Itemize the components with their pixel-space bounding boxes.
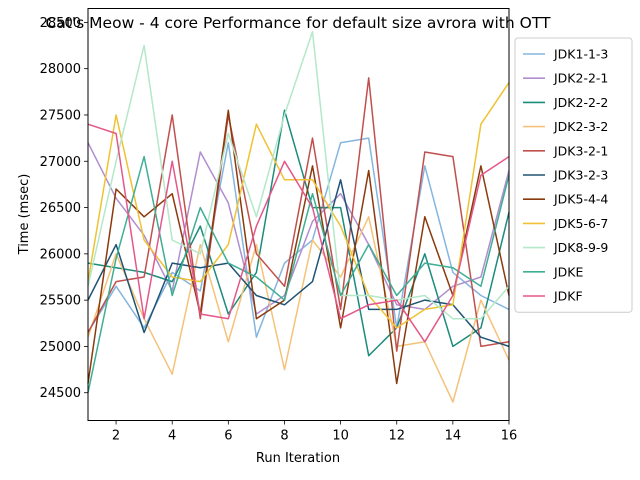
x-tick-label: 4 <box>168 429 176 444</box>
legend-label: JDK2-2-1 <box>553 71 608 86</box>
legend-label: JDKE <box>553 264 584 279</box>
legend-label: JDK5-4-4 <box>553 192 608 207</box>
legend-label: JDK3-2-3 <box>553 168 608 183</box>
x-tick-label: 6 <box>224 429 232 444</box>
x-tick-label: 12 <box>388 429 405 444</box>
series-line-JDK3-2-3 <box>87 179 510 348</box>
legend-box <box>514 37 633 313</box>
plot-frame <box>87 8 510 421</box>
series-line-JDK5-4-4 <box>87 109 510 385</box>
y-tick-label: 26000 <box>40 247 81 262</box>
y-axis-label: Time (msec) <box>17 174 32 256</box>
x-axis: 2 4 6 8 10 12 14 16 <box>112 420 518 444</box>
series-line-JDK1-1-3 <box>87 137 510 338</box>
series-line-JDK8-9-9 <box>87 30 510 320</box>
y-tick-label: 25000 <box>40 340 81 355</box>
y-tick-label: 26500 <box>40 201 81 216</box>
legend-label: JDK5-6-7 <box>553 216 608 231</box>
legend-label: JDK8-9-9 <box>553 240 608 255</box>
legend-label: JDK1-1-3 <box>553 47 608 62</box>
legend-label: JDK2-3-2 <box>553 119 608 134</box>
y-tick-label: 25500 <box>40 294 81 309</box>
legend-label: JDK3-2-1 <box>553 143 608 158</box>
chart-title: Cat's Meow - 4 core Performance for defa… <box>46 14 551 32</box>
series-line-JDK5-6-7 <box>87 82 510 329</box>
series-line-JDK2-3-2 <box>87 216 510 403</box>
plot-lines <box>87 30 510 403</box>
legend: JDK1-1-3 JDK2-2-1 JDK2-2-2 JDK2-3-2 JDK3-2-1… <box>514 37 633 313</box>
x-tick-label: 8 <box>280 429 288 444</box>
x-tick-label: 2 <box>112 429 120 444</box>
legend-label: JDK2-2-2 <box>553 95 608 110</box>
y-tick-label: 27500 <box>40 108 81 123</box>
series-line-JDK3-2-1 <box>87 77 510 352</box>
x-tick-label: 14 <box>445 429 462 444</box>
y-axis: 24500 25000 25500 26000 26500 27000 27500 28000… <box>40 16 88 401</box>
x-tick-label: 10 <box>332 429 349 444</box>
y-tick-label: 28000 <box>40 62 81 77</box>
y-tick-label: 28500 <box>40 16 81 31</box>
series-line-JDKF <box>87 123 510 343</box>
legend-label: JDKF <box>553 289 583 304</box>
series-line-JDKE <box>87 155 510 393</box>
y-tick-label: 27000 <box>40 155 81 170</box>
series-line-JDK2-2-2 <box>87 109 510 357</box>
y-tick-label: 24500 <box>40 386 81 401</box>
x-tick-label: 16 <box>501 429 518 444</box>
series-line-JDK2-2-1 <box>87 142 510 315</box>
x-axis-label: Run Iteration <box>256 451 340 466</box>
